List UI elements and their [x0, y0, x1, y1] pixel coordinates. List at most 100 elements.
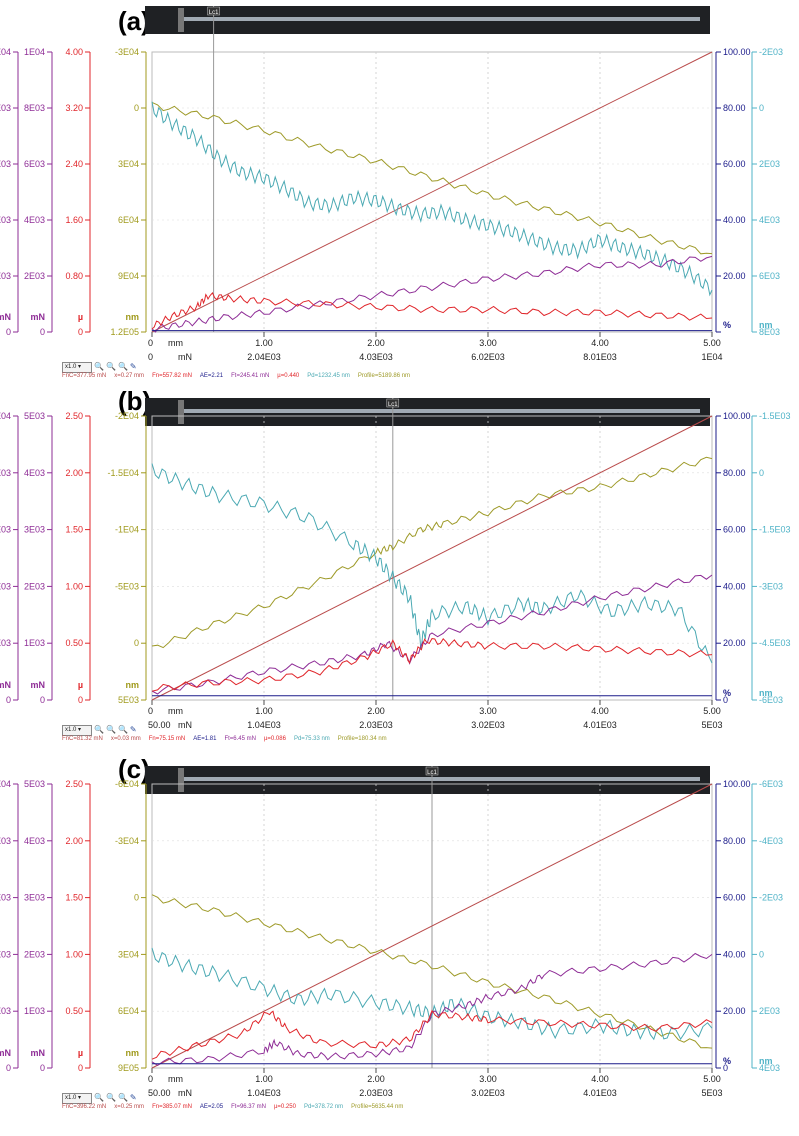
readout-value: µ=0.440 [277, 373, 300, 379]
left-axis-tick-label: 1E04 [24, 47, 45, 57]
zoom-select[interactable]: x1.0 ▾ [62, 725, 92, 736]
x-axis-tick-label: 4.00 [591, 1074, 609, 1084]
readout-value: Pd=378.72 nm [303, 1104, 344, 1110]
pencil-icon[interactable]: ✎ [129, 725, 139, 734]
series-line [151, 1009, 713, 1060]
pencil-icon[interactable]: ✎ [129, 362, 139, 371]
left-axis-tick-label: 0 [40, 327, 45, 337]
left-axis-unit: µ [78, 680, 83, 690]
left-axis-tick-label: 0.50 [65, 638, 83, 648]
left-axis-tick-label: -5E03 [115, 581, 139, 591]
x-axis-tick-label: 4.00 [591, 706, 609, 716]
x-axis2-tick-label: 50.00 [148, 720, 171, 730]
right-axis-tick-label: 100.00 [723, 411, 751, 421]
right-axis-tick-label: 0 [723, 1063, 728, 1073]
left-axis-tick-label: 6E03 [0, 159, 11, 169]
right-axis-tick-label: 100.00 [723, 47, 751, 57]
left-axis-tick-label: 1E04 [0, 47, 11, 57]
x-axis-unit: mm [168, 338, 183, 348]
right-axis-tick-label: -1.5E03 [759, 411, 791, 421]
readout-value: µ=0.086 [263, 736, 286, 742]
left-axis-tick-label: 3E03 [24, 893, 45, 903]
left-axis-tick-label: 1E03 [0, 1006, 11, 1016]
x-axis-tick-label: 1.00 [255, 338, 273, 348]
x-axis2-unit: mN [178, 352, 192, 362]
zoom-select[interactable]: x1.0 ▾ [62, 1093, 92, 1104]
zoom-fit-icon[interactable]: 🔍 [117, 725, 130, 734]
x-axis2-tick-label: 0 [148, 352, 153, 362]
left-axis-tick-label: 2.40 [65, 159, 83, 169]
left-axis-tick-label: 2.50 [65, 779, 83, 789]
readout-value: x=0.25 mm [114, 1104, 145, 1110]
left-axis-tick-label: 1.50 [65, 893, 83, 903]
x-axis2-tick-label: 2.03E03 [359, 1088, 393, 1098]
left-axis-tick-label: 0 [40, 695, 45, 705]
left-axis-tick-label: 2E03 [24, 949, 45, 959]
readout-value: Profile=5635.44 nm [351, 1104, 404, 1110]
zoom-in-icon[interactable]: 🔍 [94, 362, 106, 371]
right-axis-tick-label: -2E03 [759, 47, 783, 57]
scratch-chart: Lc1 0 1E03 2E03 3E03 4E03 5E04 mN 0 1E03 2E03 3E03 4… [0, 398, 791, 730]
readout-value: Ft=245.41 mN [231, 373, 270, 379]
x-axis-unit: mm [168, 706, 183, 716]
right-axis-tick-label: 0 [759, 103, 764, 113]
left-axis-tick-label: 9E04 [118, 271, 139, 281]
zoom-in-icon[interactable]: 🔍 [94, 725, 106, 734]
left-axis-tick-label: 6E03 [24, 159, 45, 169]
x-axis2-tick-label: 3.02E03 [471, 1088, 505, 1098]
left-axis-tick-label: 2.00 [65, 468, 83, 478]
pencil-icon[interactable]: ✎ [129, 1093, 139, 1102]
x-axis-tick-label: 3.00 [479, 706, 497, 716]
left-axis-unit: mN [30, 1048, 45, 1058]
series-line [151, 415, 713, 701]
series-line [151, 783, 713, 1069]
right-axis-tick-label: 80.00 [723, 103, 746, 113]
readout-value: Pd=1232.45 nm [307, 373, 350, 379]
left-axis-tick-label: 0.80 [65, 271, 83, 281]
zoom-out-icon[interactable]: 🔍 [105, 362, 118, 371]
zoom-out-icon[interactable]: 🔍 [105, 1093, 118, 1102]
left-axis-unit: nm [126, 680, 140, 690]
readout-value: x=0.03 mm [110, 736, 141, 742]
x-axis-tick-label: 0 [148, 1074, 153, 1084]
left-axis-tick-label: 1E03 [24, 1006, 45, 1016]
x-axis2-tick-label: 1.04E03 [247, 1088, 281, 1098]
series-line [151, 637, 713, 692]
left-axis-tick-label: 0 [6, 327, 11, 337]
left-axis-tick-label: 2E03 [0, 949, 11, 959]
critical-load-tag [386, 398, 400, 408]
zoom-tools: 🔍🔍🔍✎ [94, 725, 139, 734]
readouts: FnC=81.32 mN x=0.03 mm Fn=75.15 mN AE=1.81 F… [62, 736, 395, 742]
right-axis-tick-label: 40.00 [723, 949, 746, 959]
x-axis-tick-label: 2.00 [367, 1074, 385, 1084]
track-start-mark [178, 8, 184, 32]
zoom-select[interactable]: x1.0 ▾ [62, 362, 92, 373]
right-axis-tick-label: 2E03 [759, 159, 780, 169]
track-start-mark [178, 768, 184, 792]
zoom-fit-icon[interactable]: 🔍 [117, 362, 130, 371]
right-axis-tick-label: 0 [759, 949, 764, 959]
left-axis-tick-label: -1E04 [115, 525, 139, 535]
critical-load-tag [207, 6, 220, 16]
left-axis-tick-label: 1.2E05 [110, 327, 139, 337]
readouts: FnC=396.22 mN x=0.25 mm Fn=385.07 mN AE=2.0… [62, 1104, 411, 1110]
left-axis-tick-label: 4E03 [0, 215, 11, 225]
x-axis2-tick-label: 50.00 [148, 1088, 171, 1098]
right-axis-tick-label: -6E03 [759, 779, 783, 789]
zoom-fit-icon[interactable]: 🔍 [117, 1093, 130, 1102]
x-axis-unit: mm [168, 1074, 183, 1084]
zoom-out-icon[interactable]: 🔍 [105, 725, 118, 734]
left-axis-tick-label: -6E04 [115, 779, 139, 789]
right-axis-tick-label: 40.00 [723, 215, 746, 225]
scratch-chart: Lc1 0 2E03 4E03 6E03 8E03 1E04 mN 0 2E03 4E03 6E03 8… [0, 6, 783, 362]
zoom-in-icon[interactable]: 🔍 [94, 1093, 106, 1102]
left-axis-tick-label: 1.00 [65, 949, 83, 959]
readout-value: Fn=557.82 mN [152, 373, 192, 379]
left-axis-tick-label: 9E05 [118, 1063, 139, 1073]
readout-value: Profile=5189.86 nm [357, 373, 411, 379]
right-axis-tick-label: -6E03 [759, 695, 783, 705]
x-axis2-unit: mN [178, 1088, 192, 1098]
scratch-track [180, 17, 700, 21]
readout-value: Ft=6.45 mN [224, 736, 256, 742]
x-axis-tick-label: 1.00 [255, 1074, 273, 1084]
